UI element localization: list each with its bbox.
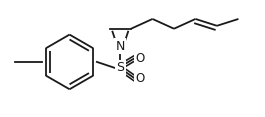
Text: N: N	[116, 40, 125, 53]
Text: O: O	[135, 51, 144, 64]
Text: O: O	[135, 72, 144, 85]
Text: S: S	[116, 61, 124, 74]
